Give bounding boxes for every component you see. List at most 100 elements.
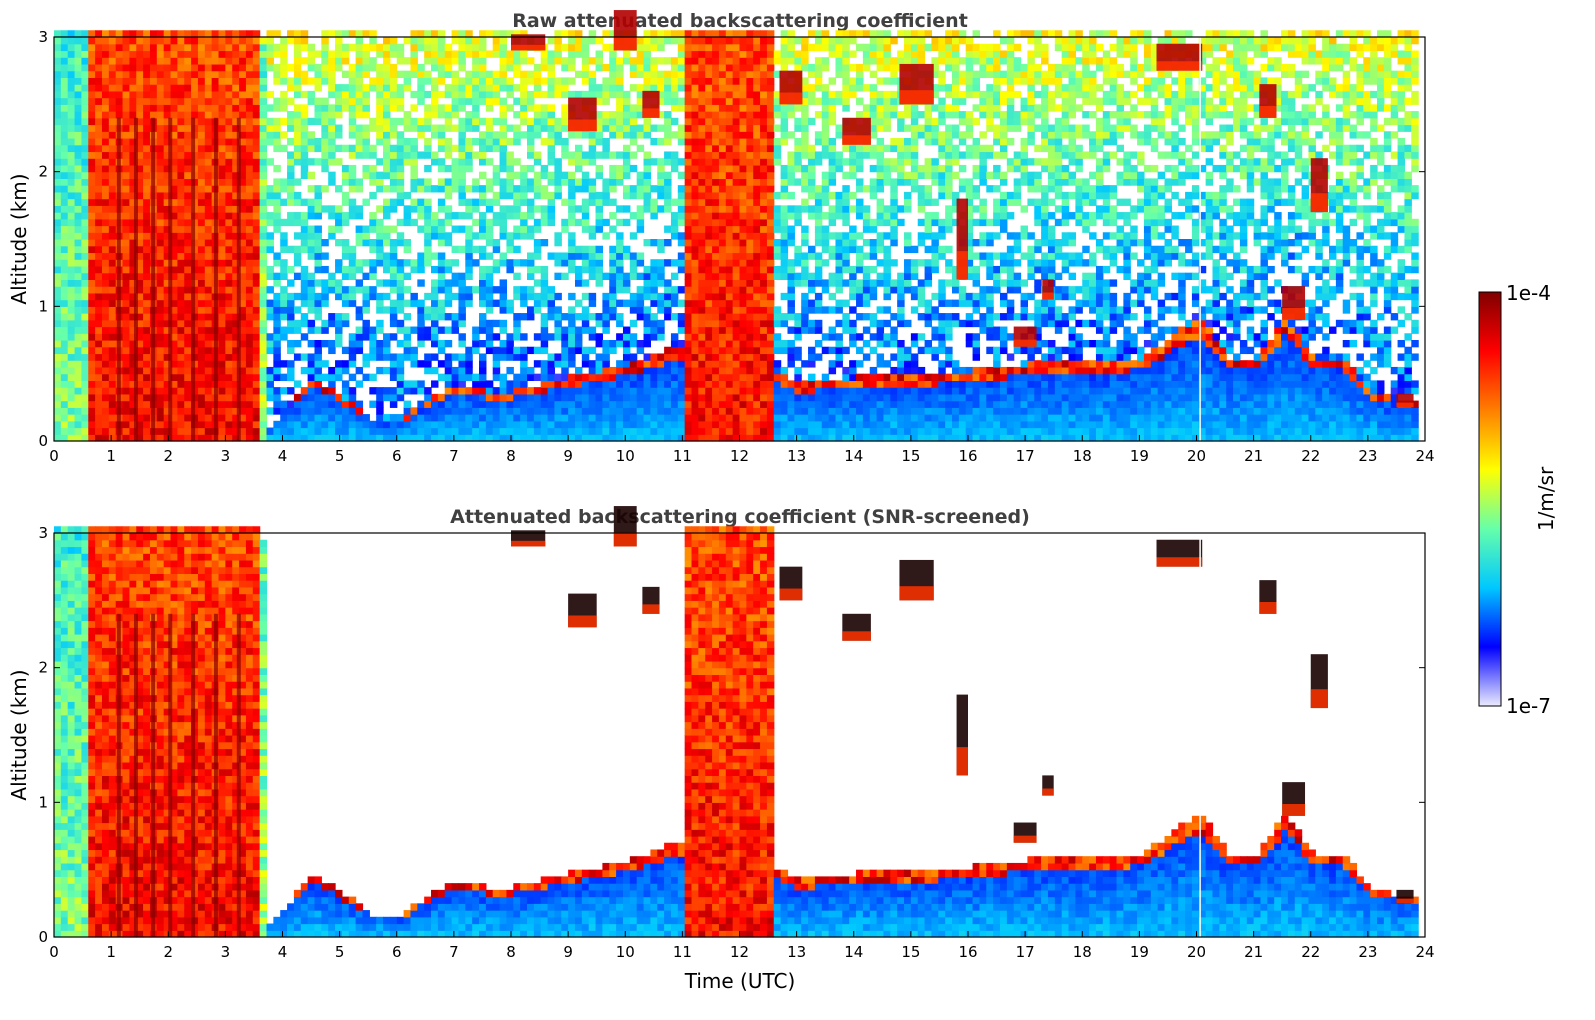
- backscatter-cell: [74, 414, 83, 422]
- backscatter-cell: [314, 340, 322, 348]
- backscatter-cell: [465, 225, 473, 233]
- backscatter-cell: [293, 420, 302, 429]
- backscatter-cell: [218, 117, 226, 126]
- backscatter-cell: [348, 178, 357, 186]
- backscatter-cell: [622, 380, 631, 388]
- backscatter-cell: [616, 373, 624, 381]
- backscatter-cell: [684, 420, 693, 429]
- backscatter-cell: [328, 212, 336, 220]
- backscatter-cell: [691, 313, 699, 321]
- backscatter-cell: [88, 70, 96, 78]
- backscatter-cell: [670, 360, 679, 368]
- backscatter-cell: [403, 400, 412, 408]
- backscatter-cell: [650, 353, 658, 361]
- backscatter-cell: [218, 37, 226, 45]
- backscatter-cell: [540, 164, 549, 173]
- backscatter-cell: [705, 205, 713, 213]
- backscatter-cell: [293, 292, 302, 301]
- backscatter-cell: [506, 30, 514, 38]
- backscatter-cell: [369, 57, 377, 65]
- backscatter-cell: [184, 205, 192, 213]
- backscatter-cell: [307, 434, 316, 442]
- backscatter-cell: [485, 414, 494, 422]
- backscatter-cell: [95, 50, 103, 58]
- backscatter-cell: [417, 306, 425, 314]
- backscatter-cell: [122, 279, 131, 287]
- backscatter-cell: [465, 70, 473, 78]
- backscatter-cell: [444, 151, 453, 159]
- backscatter-cell: [431, 57, 439, 65]
- backscatter-cell: [101, 131, 110, 139]
- backscatter-cell: [355, 50, 364, 58]
- backscatter-cell: [163, 373, 172, 381]
- backscatter-cell: [184, 37, 192, 45]
- backscatter-cell: [732, 30, 741, 38]
- backscatter-cell: [684, 30, 693, 38]
- backscatter-cell: [396, 138, 405, 146]
- backscatter-cell: [616, 151, 624, 159]
- backscatter-cell: [526, 265, 535, 274]
- backscatter-cell: [376, 131, 384, 139]
- backscatter-cell: [561, 144, 569, 153]
- backscatter-cell: [170, 400, 178, 408]
- backscatter-cell: [197, 407, 206, 415]
- backscatter-cell: [444, 353, 453, 361]
- backscatter-cell: [232, 373, 240, 381]
- backscatter-cell: [588, 313, 597, 321]
- backscatter-cell: [225, 360, 233, 368]
- backscatter-cell: [300, 198, 309, 206]
- backscatter-cell: [574, 151, 583, 159]
- backscatter-cell: [101, 239, 110, 247]
- backscatter-cell: [177, 225, 185, 233]
- backscatter-cell: [369, 77, 377, 85]
- backscatter-cell: [335, 144, 343, 153]
- backscatter-cell: [156, 366, 165, 375]
- backscatter-cell: [122, 191, 131, 200]
- backscatter-cell: [636, 111, 645, 119]
- backscatter-cell: [54, 131, 62, 139]
- backscatter-cell: [479, 158, 487, 166]
- backscatter-cell: [300, 151, 309, 159]
- backscatter-cell: [108, 225, 117, 233]
- backscatter-cell: [616, 434, 624, 442]
- backscatter-cell: [232, 333, 240, 341]
- backscatter-cell: [321, 360, 329, 368]
- backscatter-cell: [492, 373, 501, 381]
- backscatter-cell: [67, 144, 76, 153]
- backscatter-cell: [218, 57, 226, 65]
- backscatter-cell: [499, 191, 508, 200]
- backscatter-cell: [712, 292, 720, 301]
- backscatter-cell: [156, 171, 165, 179]
- backscatter-cell: [101, 97, 110, 105]
- backscatter-cell: [684, 292, 693, 301]
- backscatter-cell: [664, 84, 672, 92]
- backscatter-cell: [389, 252, 398, 260]
- backscatter-cell: [197, 124, 206, 132]
- backscatter-cell: [341, 50, 350, 58]
- backscatter-cell: [74, 252, 83, 260]
- backscatter-cell: [122, 259, 131, 267]
- backscatter-cell: [643, 387, 651, 395]
- backscatter-cell: [451, 225, 460, 233]
- backscatter-cell: [129, 212, 137, 220]
- backscatter-cell: [718, 84, 727, 92]
- backscatter-cell: [88, 380, 96, 388]
- backscatter-cell: [465, 245, 473, 254]
- backscatter-cell: [143, 292, 151, 301]
- backscatter-cell: [54, 265, 62, 274]
- backscatter-cell: [122, 232, 131, 240]
- backscatter-cell: [184, 138, 192, 146]
- backscatter-cell: [513, 50, 521, 58]
- backscatter-cell: [239, 30, 247, 38]
- backscatter-cell: [95, 353, 103, 361]
- backscatter-cell: [520, 131, 528, 139]
- backscatter-cell: [245, 84, 254, 92]
- backscatter-cell: [245, 77, 254, 85]
- backscatter-cell: [88, 232, 96, 240]
- backscatter-cell: [389, 43, 398, 52]
- backscatter-cell: [74, 104, 83, 112]
- backscatter-cell: [177, 427, 185, 435]
- backscatter-cell: [177, 70, 185, 78]
- backscatter-cell: [81, 245, 89, 254]
- backscatter-cell: [54, 205, 62, 213]
